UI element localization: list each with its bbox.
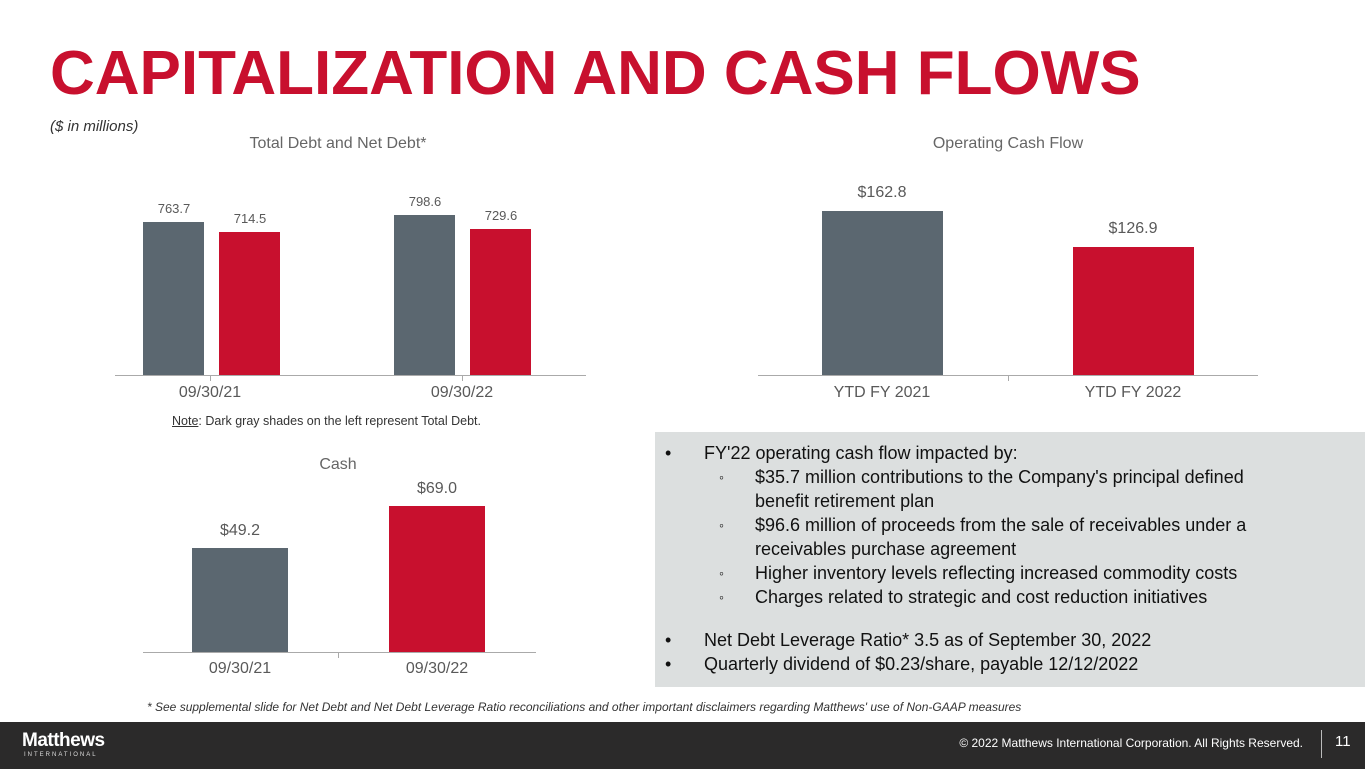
- x-tick: [210, 375, 211, 381]
- company-logo: Matthews: [22, 730, 105, 751]
- category-label: 09/30/21: [208, 660, 272, 677]
- x-axis: [143, 652, 536, 653]
- company-logo-sub: INTERNATIONAL: [24, 752, 98, 758]
- total-debt-bar: [394, 214, 455, 375]
- sub-bullet-icon: ◦: [719, 517, 724, 533]
- footer-bar: [0, 722, 1365, 769]
- total-debt-bar: [143, 221, 204, 375]
- bullet-text: Quarterly dividend of $0.23/share, payab…: [704, 654, 1139, 674]
- bullet-text: FY'22 operating cash flow impacted by:: [704, 443, 1018, 463]
- sub-bullet-icon: ◦: [719, 469, 724, 485]
- category-label: YTD FY 2021: [833, 384, 931, 401]
- debt-chart-title: Total Debt and Net Debt*: [249, 135, 427, 152]
- bullet-text: Net Debt Leverage Ratio* 3.5 as of Septe…: [704, 630, 1152, 650]
- chart-note: Note: Dark gray shades on the left repre…: [172, 414, 481, 428]
- x-tick: [1008, 375, 1009, 381]
- x-tick: [338, 652, 339, 658]
- cash-chart-title: Cash: [319, 456, 357, 473]
- copyright: © 2022 Matthews International Corporatio…: [959, 736, 1303, 750]
- sub-bullet-icon: ◦: [719, 589, 724, 605]
- data-label: $49.2: [219, 522, 261, 540]
- units-label: ($ in millions): [50, 118, 139, 135]
- highlights-box: • FY'22 operating cash flow impacted by:…: [655, 432, 1365, 687]
- sub-bullet-text: $96.6 million of proceeds from the sale …: [755, 515, 1247, 535]
- bullet-icon: •: [665, 654, 672, 674]
- data-label: $126.9: [1108, 220, 1158, 238]
- bullet-icon: •: [665, 443, 672, 463]
- net-debt-bar: [470, 228, 531, 375]
- ocf-bar: [1073, 247, 1194, 375]
- footer-divider: [1321, 730, 1322, 758]
- ocf-bar: [822, 211, 943, 375]
- x-tick: [462, 375, 463, 381]
- category-label: YTD FY 2022: [1084, 384, 1182, 401]
- ocf-chart-title: Operating Cash Flow: [932, 135, 1084, 152]
- sub-bullet-icon: ◦: [719, 565, 724, 581]
- cash-bar: [192, 548, 288, 652]
- page-number: 11: [1335, 733, 1351, 750]
- sub-bullet-text: $35.7 million contributions to the Compa…: [755, 467, 1244, 487]
- category-label: 09/30/21: [178, 384, 242, 401]
- footnote: * See supplemental slide for Net Debt an…: [147, 700, 1022, 714]
- category-label: 09/30/22: [430, 384, 494, 401]
- cash-bar: [389, 506, 485, 652]
- data-label: 763.7: [157, 200, 191, 216]
- sub-bullet-text: Charges related to strategic and cost re…: [755, 587, 1208, 607]
- category-label: 09/30/22: [405, 660, 469, 677]
- sub-bullet-text: Higher inventory levels reflecting incre…: [755, 563, 1238, 583]
- data-label: $69.0: [416, 480, 458, 498]
- note-prefix: Note: [172, 414, 199, 428]
- sub-bullet-text: benefit retirement plan: [755, 491, 935, 511]
- sub-bullet-text: receivables purchase agreement: [755, 539, 1017, 559]
- page-title: CAPITALIZATION AND CASH FLOWS: [50, 39, 1141, 108]
- data-label: 714.5: [233, 210, 267, 226]
- data-label: 798.6: [408, 193, 442, 209]
- bullet-icon: •: [665, 630, 672, 650]
- x-axis: [115, 375, 586, 376]
- note-text: : Dark gray shades on the left represent…: [198, 414, 481, 428]
- net-debt-bar: [219, 231, 280, 375]
- data-label: 729.6: [484, 207, 518, 223]
- data-label: $162.8: [857, 184, 907, 202]
